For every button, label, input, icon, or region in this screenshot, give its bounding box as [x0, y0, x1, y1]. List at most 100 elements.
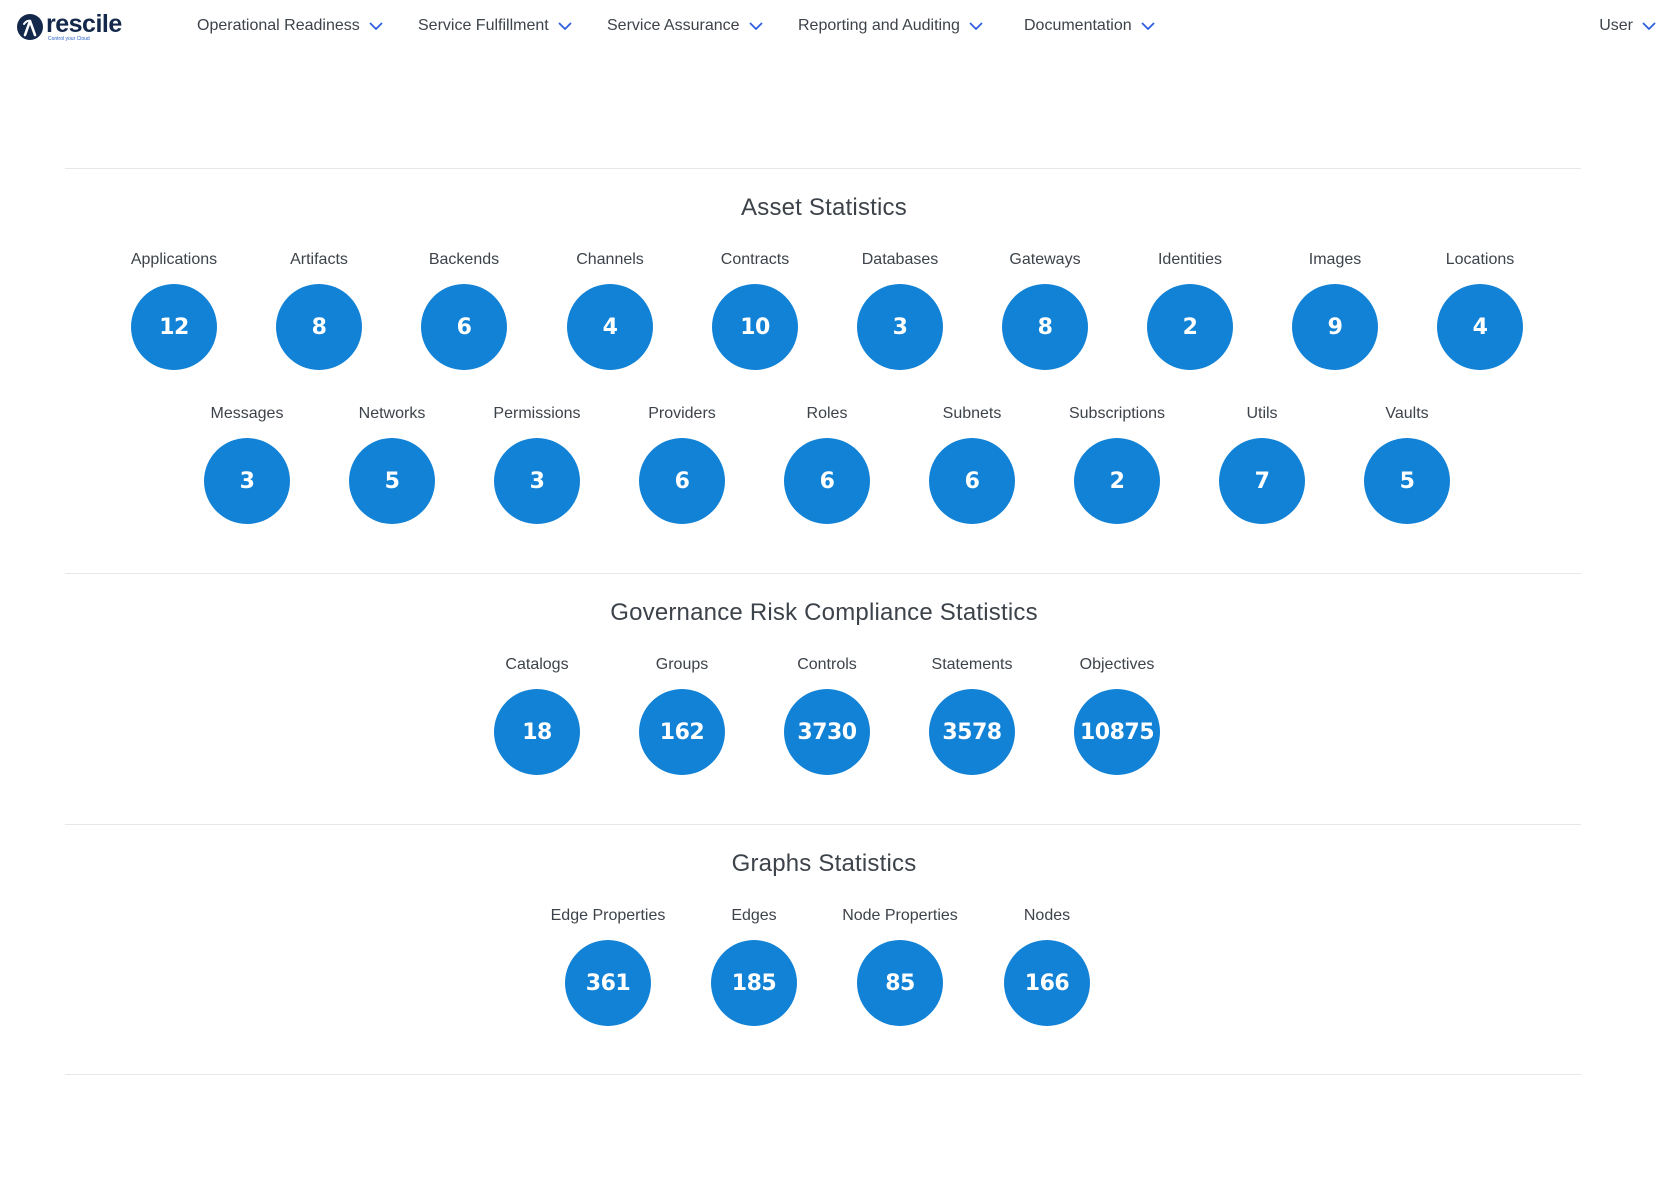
chevron-down-icon	[969, 22, 983, 30]
stat-controls[interactable]: Controls 3730	[762, 655, 892, 775]
stat-label: Controls	[797, 656, 857, 673]
section-divider	[65, 824, 1581, 825]
stat-channels[interactable]: Channels 4	[545, 250, 675, 370]
stat-label: Locations	[1445, 251, 1515, 268]
stat-label: Channels	[576, 251, 644, 268]
stat-databases[interactable]: Databases 3	[835, 250, 965, 370]
nav-operational-readiness[interactable]: Operational Readiness	[197, 17, 383, 35]
stat-count-badge: 4	[567, 284, 653, 370]
nav-service-assurance[interactable]: Service Assurance	[607, 17, 763, 35]
stat-subnets[interactable]: Subnets 6	[907, 404, 1037, 524]
stat-images[interactable]: Images 9	[1270, 250, 1400, 370]
stat-subscriptions[interactable]: Subscriptions 2	[1052, 404, 1182, 524]
stat-label: Artifacts	[290, 251, 348, 268]
stat-objectives[interactable]: Objectives 10875	[1052, 655, 1182, 775]
stat-artifacts[interactable]: Artifacts 8	[254, 250, 384, 370]
stat-label: Contracts	[720, 251, 790, 268]
stat-messages[interactable]: Messages 3	[182, 404, 312, 524]
user-menu[interactable]: User	[1599, 17, 1656, 35]
stat-gateways[interactable]: Gateways 8	[980, 250, 1110, 370]
rescile-logo[interactable]: rescile Control your Cloud	[17, 12, 137, 42]
stat-permissions[interactable]: Permissions 3	[472, 404, 602, 524]
stat-locations[interactable]: Locations 4	[1415, 250, 1545, 370]
nav-label: Service Fulfillment	[418, 17, 549, 34]
stat-node-properties[interactable]: Node Properties 85	[835, 906, 965, 1026]
user-menu-label: User	[1599, 17, 1633, 34]
grc-statistics-title: Governance Risk Compliance Statistics	[610, 599, 1038, 626]
stat-label: Utils	[1246, 405, 1278, 422]
stat-count-badge: 10875	[1074, 689, 1160, 775]
chevron-down-icon	[369, 22, 383, 30]
stat-vaults[interactable]: Vaults 5	[1342, 404, 1472, 524]
stat-label: Messages	[210, 405, 284, 422]
brand-tagline: Control your Cloud	[48, 36, 90, 42]
stat-label: Subnets	[942, 405, 1002, 422]
stat-backends[interactable]: Backends 6	[399, 250, 529, 370]
stat-count-badge: 5	[1364, 438, 1450, 524]
asset-statistics-title: Asset Statistics	[741, 194, 907, 221]
stat-label: Statements	[931, 656, 1013, 673]
stat-networks[interactable]: Networks 5	[327, 404, 457, 524]
stat-count-badge: 3578	[929, 689, 1015, 775]
stat-count-badge: 6	[421, 284, 507, 370]
stat-label: Applications	[130, 251, 218, 268]
stat-roles[interactable]: Roles 6	[762, 404, 892, 524]
stat-count-badge: 6	[784, 438, 870, 524]
chevron-down-icon	[1141, 22, 1155, 30]
stat-applications[interactable]: Applications 12	[109, 250, 239, 370]
nav-label: Operational Readiness	[197, 17, 360, 34]
stat-identities[interactable]: Identities 2	[1125, 250, 1255, 370]
stat-label: Identities	[1157, 251, 1223, 268]
section-divider	[65, 573, 1581, 574]
stat-label: Catalogs	[505, 656, 569, 673]
nav-label: Reporting and Auditing	[798, 17, 960, 34]
stat-label: Networks	[358, 405, 426, 422]
nav-label: Documentation	[1024, 17, 1132, 34]
nav-reporting-and-auditing[interactable]: Reporting and Auditing	[798, 17, 983, 35]
stat-statements[interactable]: Statements 3578	[907, 655, 1037, 775]
stat-label: Vaults	[1385, 405, 1429, 422]
stat-count-badge: 3	[204, 438, 290, 524]
stat-nodes[interactable]: Nodes 166	[982, 906, 1112, 1026]
chevron-down-icon	[749, 22, 762, 30]
nav-documentation[interactable]: Documentation	[1024, 17, 1155, 35]
stat-providers[interactable]: Providers 6	[617, 404, 747, 524]
chevron-down-icon	[558, 22, 572, 30]
stat-count-badge: 4	[1437, 284, 1523, 370]
stat-count-badge: 8	[276, 284, 362, 370]
stat-edges[interactable]: Edges 185	[689, 906, 819, 1026]
stat-label: Images	[1308, 251, 1362, 268]
stat-edge-properties[interactable]: Edge Properties 361	[543, 906, 673, 1026]
stat-count-badge: 7	[1219, 438, 1305, 524]
stat-count-badge: 85	[857, 940, 943, 1026]
brand-name: rescile	[46, 10, 122, 38]
stat-count-badge: 166	[1004, 940, 1090, 1026]
top-navigation-bar: rescile Control your Cloud Operational R…	[0, 0, 1665, 56]
stat-label: Edges	[731, 907, 777, 924]
stat-label: Roles	[806, 405, 848, 422]
stat-label: Backends	[428, 251, 500, 268]
stat-count-badge: 185	[711, 940, 797, 1026]
stat-label: Groups	[655, 656, 709, 673]
stat-label: Nodes	[1023, 907, 1071, 924]
logo-mark-icon	[17, 14, 43, 40]
stat-utils[interactable]: Utils 7	[1197, 404, 1327, 524]
stat-count-badge: 162	[639, 689, 725, 775]
stat-count-badge: 8	[1002, 284, 1088, 370]
section-divider	[65, 1074, 1581, 1075]
stat-count-badge: 6	[639, 438, 725, 524]
nav-label: Service Assurance	[607, 17, 740, 34]
stat-label: Permissions	[493, 405, 581, 422]
stat-count-badge: 3	[494, 438, 580, 524]
section-divider	[65, 168, 1581, 169]
stat-count-badge: 3730	[784, 689, 870, 775]
stat-groups[interactable]: Groups 162	[617, 655, 747, 775]
stat-count-badge: 2	[1074, 438, 1160, 524]
nav-service-fulfillment[interactable]: Service Fulfillment	[418, 17, 572, 35]
stat-contracts[interactable]: Contracts 10	[690, 250, 820, 370]
stat-label: Edge Properties	[550, 907, 666, 924]
stat-count-badge: 3	[857, 284, 943, 370]
stat-count-badge: 2	[1147, 284, 1233, 370]
stat-catalogs[interactable]: Catalogs 18	[472, 655, 602, 775]
stat-count-badge: 6	[929, 438, 1015, 524]
